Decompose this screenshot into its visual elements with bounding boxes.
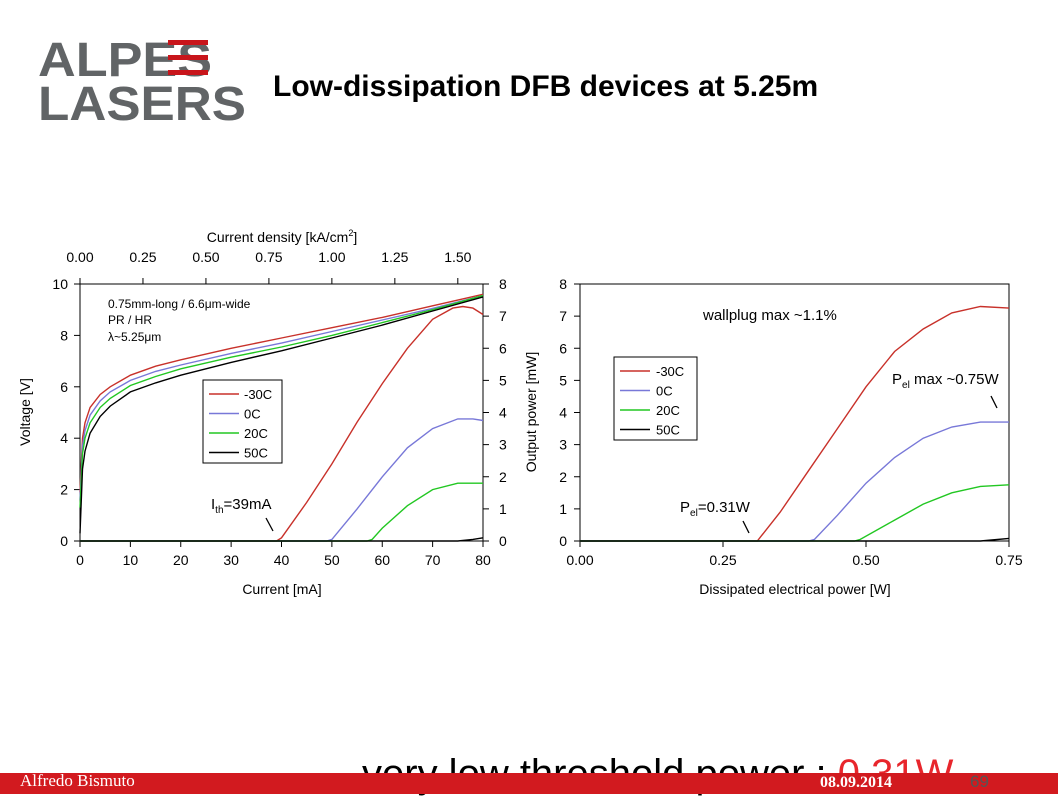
logo-red-bar-2 [168,55,208,60]
logo-red-bar-3 [168,70,208,75]
legend-label-0C: 0C [244,407,261,422]
chart-left-y2label: Output power [mW] [523,352,539,473]
chart-left-threshold-annotation: Ith=39mA [211,496,274,532]
footer-author: Alfredo Bismuto [20,771,135,790]
chart-right-ytick-label: 6 [559,340,567,356]
chart-left-info-line-3: λ~5.25μm [108,330,161,344]
chart-left-xtick-label: 40 [274,552,290,568]
voltage-line-50C [79,296,484,534]
chart-right-xtick-label: 0.50 [852,552,879,568]
threshold-label: Ith=39mA [211,496,271,516]
chart-right-xtick-label: 0.25 [709,552,736,568]
voltage-line-0C [79,294,484,500]
chart-left-info-line-1: 0.75mm-long / 6.6μm-wide [108,297,251,311]
power-line-0C [80,418,484,542]
chart-right-xtick-label: 0.75 [995,552,1022,568]
logo-red-bar-1 [168,40,208,45]
chart-left-x2tick-label: 0.50 [192,249,219,265]
footer-date: 08.09.2014 [820,774,892,791]
chart-left-xtick-label: 30 [223,552,239,568]
chart-right-legend: -30C 0C 20C 50C [613,356,698,441]
power-line-20C [80,482,483,542]
chart-right-ytick-label: 8 [559,276,567,292]
chart-left-info-line-2: PR / HR [108,313,152,327]
chart-right-ytick-label: 1 [559,501,567,517]
chart-left-y2tick-label: 2 [499,469,507,485]
logo-line-2: LASERS [38,78,246,126]
voltage-line-20C [79,294,484,508]
chart-left-y2tick-label: 3 [499,437,507,453]
chart-right-xlabel: Dissipated electrical power [W] [699,581,890,597]
chart-left-info: 0.75mm-long / 6.6μm-wide PR / HR λ~5.25μ… [108,297,251,344]
chart-left-x2tick-label: 1.50 [444,249,471,265]
pel-max-pointer [990,395,998,409]
power-line-50C [580,537,1010,542]
chart-left-xtick-label: 0 [76,552,84,568]
chart-left-xtick-label: 70 [425,552,441,568]
legend-label--30C: -30C [244,387,272,402]
legend-label--30C: -30C [656,364,684,379]
voltage-line--30C [79,293,484,493]
chart-left-y2tick-label: 1 [499,501,507,517]
threshold-pointer [265,517,274,532]
chart-left-xlabel: Current [mA] [242,581,321,597]
chart-power-vs-dissipation: Dissipated electrical power [W] 0.00 0.25… [559,276,1023,597]
legend-label-50C: 50C [656,423,680,438]
footer-bar [0,773,1058,794]
chart-left-ytick-label: 0 [60,533,68,549]
chart-left-xtick-label: 20 [173,552,189,568]
chart-left-xtick-label: 10 [123,552,139,568]
chart-left-top-axis-label: Current density [kA/cm2] [207,228,358,245]
chart-left-x2tick-label: 0.00 [66,249,93,265]
slide-title: Low-dissipation DFB devices at 5.25m [273,70,819,103]
power-line-50C [80,537,484,542]
chart-left-xtick-label: 60 [374,552,390,568]
chart-left-y2tick-label: 8 [499,276,507,292]
legend-label-20C: 20C [244,426,268,441]
chart-left-y2tick-label: 5 [499,372,507,388]
chart-left-x2tick-label: 1.00 [318,249,345,265]
chart-right-ytick-label: 3 [559,437,567,453]
chart-left-xtick-label: 50 [324,552,340,568]
chart-left-x2tick-label: 1.25 [381,249,408,265]
chart-left-xtick-label: 80 [475,552,491,568]
chart-right-ytick-label: 5 [559,372,567,388]
power-line-20C [580,484,1010,542]
chart-left-y2tick-label: 4 [499,405,507,421]
chart-left-legend: -30C 0C 20C 50C [202,379,283,464]
chart-left-ytick-label: 8 [60,327,68,343]
pel-max-annotation: Pel max ~0.75W [892,371,999,391]
legend-label-20C: 20C [656,403,680,418]
chart-right-ytick-label: 7 [559,308,567,324]
chart-voltage-power: Current density [kA/cm2] Current [mA] Vo… [17,228,539,597]
chart-left-y2tick-label: 6 [499,340,507,356]
legend-label-0C: 0C [656,384,673,399]
wallplug-annotation: wallplug max ~1.1% [702,307,837,324]
chart-left-y2tick-label: 7 [499,308,507,324]
chart-left-y2tick-label: 0 [499,533,507,549]
chart-right-ytick-label: 2 [559,469,567,485]
chart-left-x2tick-label: 0.25 [129,249,156,265]
chart-left-ytick-label: 10 [52,276,68,292]
chart-left-ytick-label: 2 [60,482,68,498]
page-number: 69 [970,772,989,791]
chart-right-ytick-label: 4 [559,405,567,421]
chart-left-ylabel: Voltage [V] [17,378,33,446]
chart-left-ytick-label: 4 [60,430,68,446]
alpes-lasers-logo: ALPES LASERS [38,34,246,126]
chart-right-xtick-label: 0.00 [566,552,593,568]
chart-left-ytick-label: 6 [60,379,68,395]
chart-left-x2tick-label: 0.75 [255,249,282,265]
pel-threshold-annotation: Pel=0.31W [680,499,751,519]
chart-right-ytick-label: 0 [559,533,567,549]
legend-label-50C: 50C [244,446,268,461]
power-line-0C [580,421,1009,542]
pel-threshold-pointer [742,520,750,534]
